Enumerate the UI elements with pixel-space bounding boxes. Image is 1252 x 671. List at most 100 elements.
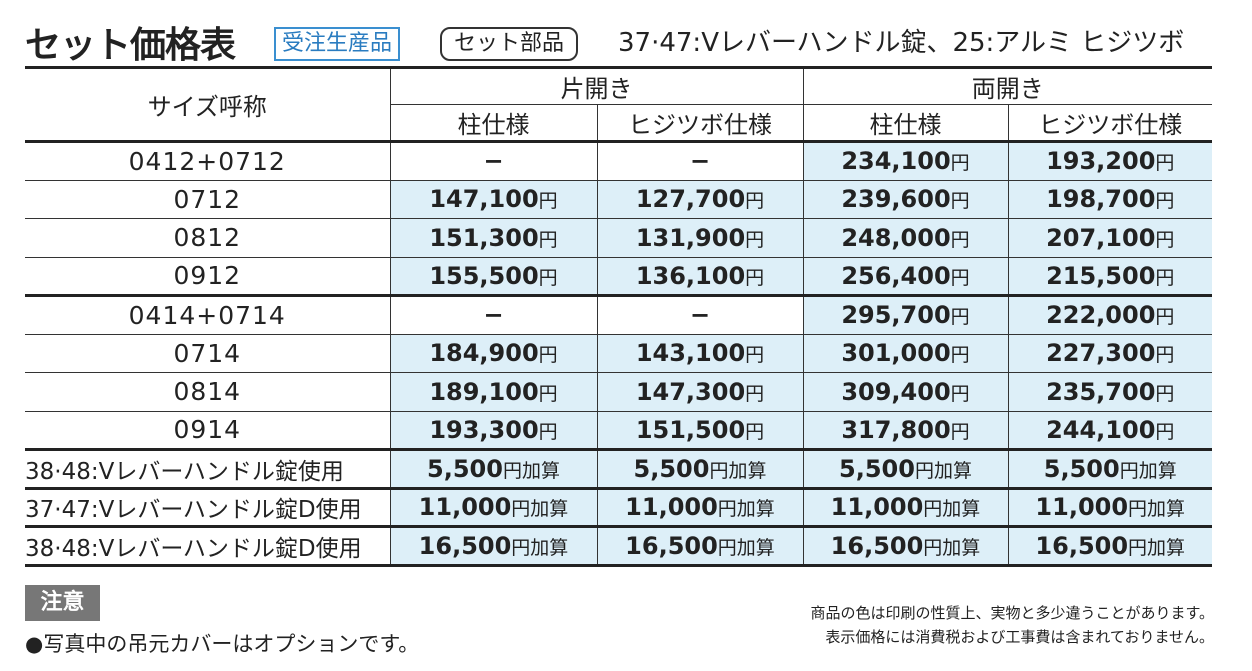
price-cell: 193,200円 (1007, 141, 1212, 181)
table-row: 37·47:Vレバーハンドル錠D使用 11,000円加算 11,000円加算 11,0… (25, 487, 1212, 527)
badge: セット部品 (440, 27, 579, 61)
badge: 受注生産品 (274, 27, 401, 61)
price-cell: 16,500円加算 (802, 526, 1009, 566)
amount: − (483, 301, 504, 330)
price-cell: 248,000円 (802, 218, 1009, 258)
column-header: ヒジツボ仕様 (1007, 104, 1212, 142)
table-row: 38·48:Vレバーハンドル錠D使用 16,500円加算 16,500円加算 16,5… (25, 526, 1212, 566)
size-cell: 0714 (25, 333, 391, 373)
unit: 円加算 (502, 459, 560, 482)
unit: 円 (950, 306, 970, 329)
unit: 円 (1155, 420, 1175, 443)
unit: 円加算 (923, 536, 981, 559)
size-cell: 38·48:Vレバーハンドル錠使用 (25, 449, 391, 489)
amount: 127,700 (635, 185, 746, 214)
unit: 円 (745, 190, 765, 213)
price-cell: 309,400円 (802, 372, 1009, 412)
amount: 301,000 (841, 339, 951, 368)
amount: 136,100 (635, 261, 746, 290)
table-row: 0412+0712− −234,100円 193,200円 (25, 141, 1212, 181)
size-cell: 0414+0714 (25, 295, 391, 335)
amount: − (689, 147, 711, 176)
price-cell: 256,400円 (802, 256, 1009, 296)
unit: 円 (538, 344, 558, 367)
column-header: 柱仕様 (802, 104, 1009, 142)
price-cell: 239,600円 (802, 179, 1009, 219)
header-cell: サイズ呼称 (25, 67, 391, 142)
price-cell: 11,000円加算 (1007, 487, 1212, 527)
remark: 表示価格には消費税および工事費は含まれておりません。 (825, 628, 1214, 646)
amount: 16,500 (625, 531, 718, 560)
size-cell: 37·47:Vレバーハンドル錠D使用 (25, 487, 391, 527)
amount: 5,500 (1043, 454, 1120, 483)
amount: 11,000 (830, 493, 924, 522)
price-cell: 5,500円加算 (802, 449, 1009, 489)
amount: 193,300 (429, 415, 539, 444)
unit: 円 (1155, 190, 1175, 213)
unit: 円 (950, 382, 970, 405)
amount: 227,300 (1046, 339, 1156, 368)
size-cell: 0914 (25, 410, 391, 450)
amount: 207,100 (1046, 223, 1156, 252)
amount: 16,500 (418, 531, 512, 560)
amount: 131,900 (635, 223, 746, 252)
price-cell: 151,500円 (596, 410, 804, 450)
unit: 円 (1155, 266, 1175, 289)
price-cell: 143,100円 (596, 333, 804, 373)
group-header: 片開き (389, 67, 804, 105)
unit: 円 (745, 382, 765, 405)
price-cell: 235,700円 (1007, 372, 1212, 412)
unit: 円 (745, 266, 765, 289)
unit: 円加算 (511, 498, 569, 521)
amount: 155,500 (429, 261, 539, 290)
unit: 円 (745, 420, 765, 443)
amount: 147,100 (429, 185, 539, 214)
price-table: サイズ呼称 片開き 両開き 柱仕様 ヒジツボ仕様 柱仕様 ヒジツボ仕様 0412+0712− −… (25, 66, 1212, 567)
price-cell: 11,000円加算 (389, 487, 598, 527)
unit: 円 (950, 420, 970, 443)
price-cell: − (596, 295, 804, 335)
unit: 円加算 (511, 536, 569, 559)
amount: 184,900 (429, 339, 539, 368)
column-header: 柱仕様 (389, 104, 598, 142)
price-cell: 5,500円加算 (596, 449, 804, 489)
unit: 円 (538, 420, 558, 443)
unit: 円加算 (1128, 498, 1186, 521)
size-cell: 0712 (25, 179, 391, 219)
unit: 円 (745, 344, 765, 367)
amount: − (483, 147, 504, 176)
price-cell: 16,500円加算 (389, 526, 598, 566)
unit: 円 (950, 266, 970, 289)
amount: 198,700 (1046, 185, 1156, 214)
amount: 5,500 (427, 454, 503, 483)
amount: 248,000 (841, 223, 951, 252)
amount: 5,500 (633, 454, 710, 483)
size-cell: 0912 (25, 256, 391, 296)
amount: 16,500 (830, 531, 924, 560)
price-cell: 11,000円加算 (596, 487, 804, 527)
price-cell: 227,300円 (1007, 333, 1212, 373)
unit: 円加算 (717, 536, 775, 559)
unit: 円 (538, 228, 558, 251)
amount: 143,100 (635, 339, 746, 368)
price-cell: 151,300円 (389, 218, 598, 258)
amount: 193,200 (1046, 147, 1156, 176)
unit: 円加算 (717, 498, 775, 521)
price-cell: 11,000円加算 (802, 487, 1009, 527)
unit: 円加算 (923, 498, 981, 521)
amount: 151,500 (635, 415, 746, 444)
group-header: 両開き (802, 67, 1212, 105)
price-cell: − (389, 295, 598, 335)
table-row: 0414+0714 − − 295,700円 222,000 円 (25, 295, 1212, 335)
price-cell: 189,100円 (389, 372, 598, 412)
amount: 309,400 (841, 377, 951, 406)
unit: 円 (1155, 382, 1175, 405)
amount: 222,000 (1046, 301, 1156, 330)
amount: − (689, 301, 711, 330)
price-cell: 127,700円 (596, 179, 804, 219)
price-cell: 301,000円 (802, 333, 1009, 373)
size-cell: 0812 (25, 218, 391, 258)
amount: 147,300 (635, 377, 746, 406)
price-cell: 295,700円 (802, 295, 1009, 335)
